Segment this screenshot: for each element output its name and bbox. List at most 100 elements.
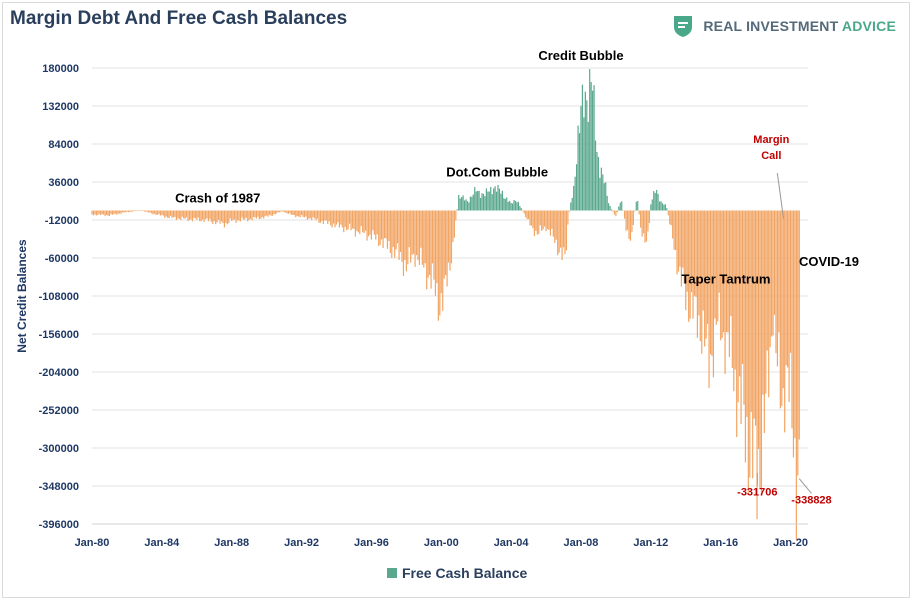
value-label: -331706	[737, 487, 777, 499]
bar	[797, 210, 799, 476]
bar	[300, 210, 303, 216]
bar	[437, 210, 439, 321]
x-tick-label: Jan-16	[703, 537, 738, 549]
bar	[744, 210, 747, 463]
bar	[178, 210, 180, 219]
bar	[495, 191, 498, 211]
bar	[92, 210, 95, 216]
bar	[395, 210, 397, 250]
annotation-label: Dot.Com Bubble	[446, 164, 548, 179]
bar	[193, 210, 195, 218]
bar	[785, 210, 787, 366]
bar	[270, 210, 272, 216]
bar	[695, 210, 697, 297]
bar	[415, 210, 418, 256]
bar	[239, 210, 242, 222]
bar	[373, 210, 375, 235]
bar	[245, 210, 247, 218]
bar	[558, 210, 560, 253]
bar	[226, 210, 228, 225]
bar	[187, 210, 189, 222]
bar	[773, 210, 776, 315]
annotation-label: Crash of 1987	[175, 191, 260, 206]
bar	[657, 193, 659, 211]
bar	[338, 210, 340, 228]
bar	[584, 91, 586, 211]
bar	[475, 191, 477, 211]
bar	[431, 210, 434, 264]
bar	[119, 210, 121, 214]
bar	[500, 193, 502, 211]
bar	[168, 210, 170, 219]
bar	[218, 210, 220, 220]
bar	[413, 210, 415, 254]
bar	[244, 210, 246, 220]
bar	[599, 177, 601, 211]
bar	[369, 210, 371, 235]
bar	[202, 210, 204, 220]
bar	[704, 210, 706, 347]
bar	[133, 210, 135, 212]
bar	[762, 210, 764, 395]
bar	[621, 201, 623, 211]
bar	[468, 202, 470, 211]
bar	[651, 199, 653, 211]
bar	[741, 210, 744, 365]
bar	[456, 209, 458, 211]
bar	[305, 210, 307, 217]
bar	[222, 210, 224, 224]
bar	[188, 210, 191, 221]
legend: Free Cash Balance	[387, 565, 527, 581]
bar	[174, 210, 176, 217]
bar	[405, 210, 407, 272]
bar	[459, 198, 461, 211]
bar	[286, 210, 288, 214]
bar	[351, 210, 354, 229]
bar	[421, 210, 423, 265]
chart-title: Margin Debt And Free Cash Balances	[10, 8, 348, 29]
x-tick-label: Jan-20	[773, 537, 808, 549]
bar	[462, 195, 464, 211]
bar	[507, 201, 509, 211]
bar	[95, 210, 97, 216]
bar	[132, 210, 134, 212]
bar	[725, 210, 728, 333]
bar	[743, 210, 745, 405]
bar	[408, 210, 410, 248]
bar	[424, 210, 426, 264]
bar	[552, 210, 554, 237]
bar	[235, 210, 237, 224]
bar	[107, 210, 109, 216]
bar	[597, 156, 600, 211]
bar	[530, 210, 533, 226]
bar	[143, 210, 145, 212]
bar	[210, 210, 212, 222]
bar	[148, 210, 150, 213]
bar	[609, 205, 611, 211]
bar	[626, 210, 629, 230]
bar	[311, 210, 313, 221]
bar	[734, 210, 736, 370]
bar	[356, 210, 358, 231]
bar	[658, 201, 661, 211]
callout-pointer	[776, 173, 785, 219]
bar	[640, 210, 642, 228]
bar	[213, 210, 215, 222]
bar	[274, 210, 276, 215]
bar	[545, 210, 547, 231]
bar	[354, 210, 357, 237]
bar	[197, 210, 199, 218]
bar	[295, 210, 297, 218]
bar	[624, 210, 626, 219]
bar	[282, 210, 284, 212]
bar	[139, 210, 141, 211]
bar	[177, 210, 179, 219]
bar	[327, 210, 329, 225]
bar	[238, 210, 240, 221]
bar	[779, 210, 781, 409]
bar	[631, 210, 633, 233]
bar	[536, 210, 538, 235]
bar	[165, 210, 167, 217]
bar	[184, 210, 186, 219]
bar	[573, 185, 575, 211]
